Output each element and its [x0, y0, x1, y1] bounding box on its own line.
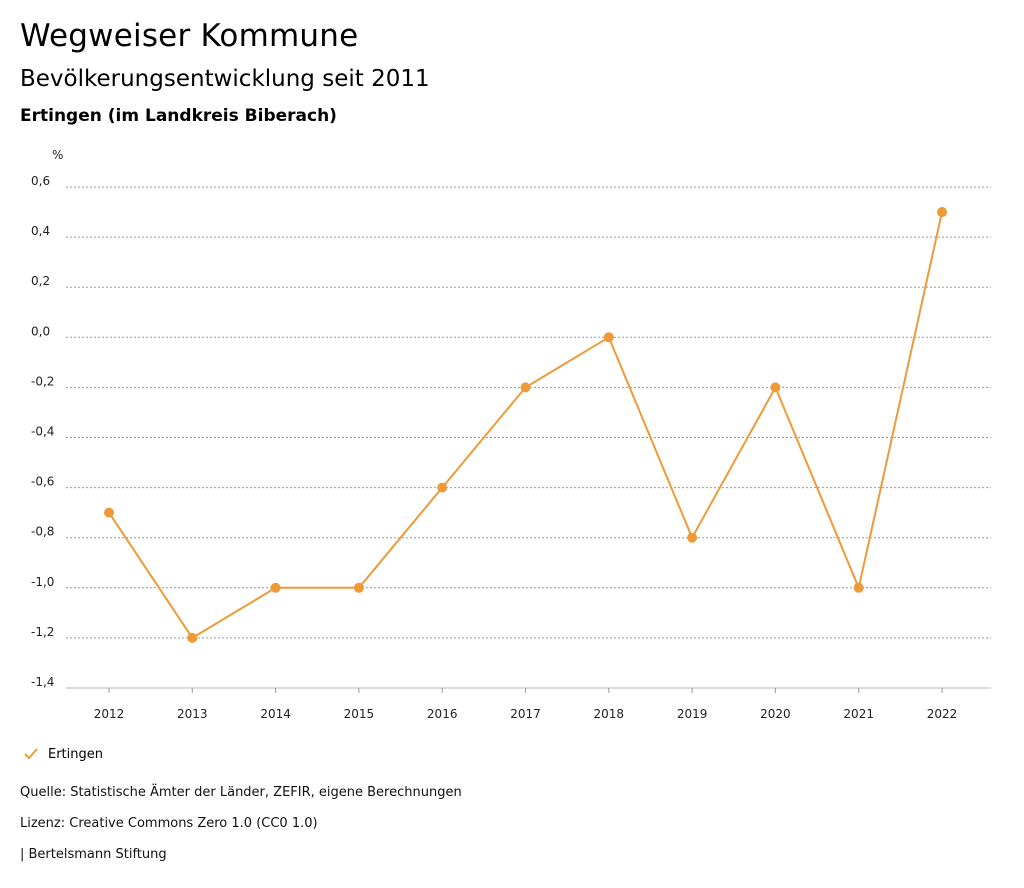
x-tick-label: 2021 [843, 707, 874, 721]
x-tick-label: 2016 [427, 707, 458, 721]
x-tick-label: 2020 [760, 707, 791, 721]
data-point [937, 207, 947, 218]
line-chart: %0,6 0,4 0,2 0,0 -0,2 -0,4 -0,6 -0,8 -1,0 -1,2 -1,… [31, 148, 991, 721]
x-tick-label: 2015 [344, 707, 375, 721]
legend-label: Ertingen [48, 746, 103, 762]
data-point [187, 632, 198, 643]
data-point [520, 382, 531, 393]
legend-item-ertingen[interactable]: Ertingen [22, 745, 103, 763]
x-tick-label: 2018 [594, 707, 625, 721]
data-point [353, 582, 364, 593]
data-point [770, 382, 781, 393]
y-tick-label: -0,8 [31, 525, 54, 539]
chart-subtitle: Bevölkerungsentwicklung seit 2011 [20, 66, 430, 92]
page-title: Wegweiser Kommune [20, 18, 359, 54]
y-tick-label: -0,4 [31, 425, 54, 439]
x-tick-label: 2012 [94, 707, 125, 721]
y-tick-label: 0,0 [31, 324, 50, 338]
x-tick-label: 2013 [177, 707, 208, 721]
data-point [853, 582, 864, 593]
license-note: Lizenz: Creative Commons Zero 1.0 (CC0 1… [20, 816, 318, 831]
data-point [437, 482, 448, 493]
y-tick-label: 0,2 [31, 274, 50, 288]
y-tick-label: -1,0 [31, 575, 54, 589]
y-tick-label: -1,4 [31, 675, 54, 689]
data-point [104, 507, 114, 518]
data-point [270, 582, 281, 593]
source-note: Quelle: Statistische Ämter der Länder, Z… [20, 785, 462, 800]
series-line-ertingen [108, 211, 943, 640]
x-tick-label: 2022 [927, 707, 958, 721]
x-tick-label: 2017 [510, 707, 541, 721]
y-tick-label: -0,2 [31, 374, 54, 388]
x-tick-label: 2019 [677, 707, 708, 721]
y-tick-label: 0,6 [31, 174, 50, 188]
y-tick-label: -1,2 [31, 625, 54, 639]
data-point [687, 532, 698, 543]
publisher-note: | Bertelsmann Stiftung [20, 847, 167, 862]
x-tick-label: 2014 [260, 707, 291, 721]
y-tick-label: 0,4 [31, 224, 50, 238]
checkmark-icon [24, 748, 38, 760]
data-point [603, 332, 614, 343]
region-label: Ertingen (im Landkreis Biberach) [20, 106, 337, 126]
y-tick-label: -0,6 [31, 475, 54, 489]
y-axis-unit: % [52, 148, 63, 162]
